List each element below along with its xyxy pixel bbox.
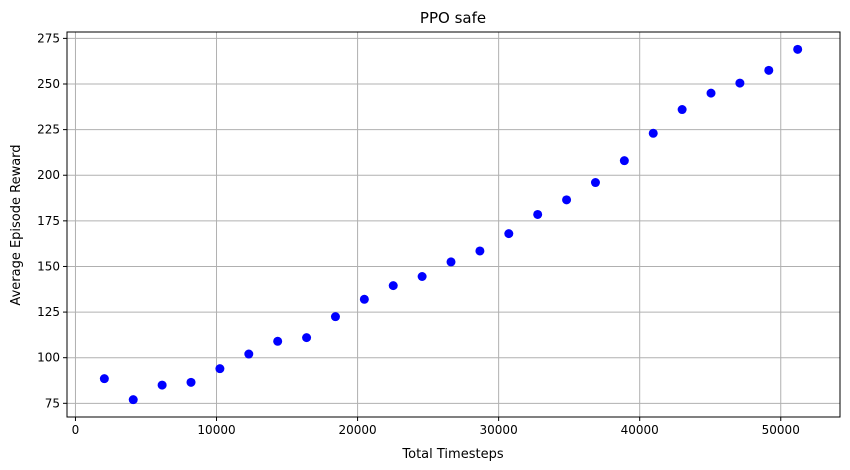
data-point: [735, 78, 745, 88]
y-tick-label: 275: [37, 31, 60, 45]
y-tick-label: 150: [37, 259, 60, 273]
y-tick-label: 75: [45, 396, 60, 410]
data-point: [128, 395, 138, 405]
data-point: [590, 178, 600, 188]
x-tick-label: 50000: [762, 423, 800, 437]
y-tick-label: 125: [37, 305, 60, 319]
data-point: [186, 377, 196, 387]
data-point: [677, 105, 687, 115]
data-point: [359, 294, 369, 304]
data-point: [446, 257, 456, 267]
data-point: [533, 209, 543, 219]
data-point: [99, 374, 109, 384]
data-point: [417, 272, 427, 282]
data-point: [388, 281, 398, 291]
data-point: [706, 88, 716, 98]
x-tick-label: 40000: [621, 423, 659, 437]
y-tick-label: 250: [37, 77, 60, 91]
x-tick-label: 30000: [480, 423, 518, 437]
data-point: [648, 128, 658, 138]
y-tick-label: 100: [37, 351, 60, 365]
data-point: [302, 333, 312, 343]
x-axis: 0 10000 20000 30000 40000 50000: [72, 417, 800, 437]
data-point: [793, 44, 803, 54]
x-axis-label: Total Timesteps: [401, 447, 503, 462]
data-point: [244, 349, 254, 359]
data-point: [273, 336, 283, 346]
data-point: [562, 195, 572, 205]
data-point: [157, 380, 167, 390]
x-tick-label: 0: [72, 423, 80, 437]
data-points: [99, 44, 803, 405]
chart-title: PPO safe: [420, 9, 486, 27]
y-tick-label: 175: [37, 214, 60, 228]
x-tick-label: 10000: [197, 423, 235, 437]
data-point: [215, 364, 225, 374]
data-point: [764, 65, 774, 75]
x-tick-label: 20000: [338, 423, 376, 437]
grid: [67, 32, 840, 417]
y-tick-label: 200: [37, 168, 60, 182]
plot-frame: [66, 31, 841, 418]
y-tick-label: 225: [37, 123, 60, 137]
y-axis-label: Average Episode Reward: [9, 144, 24, 305]
y-axis: 75 100 125 150 175 200 225 250 275: [37, 31, 67, 410]
data-point: [619, 156, 629, 166]
data-point: [504, 229, 514, 239]
data-point: [330, 312, 340, 322]
data-point: [475, 246, 485, 256]
